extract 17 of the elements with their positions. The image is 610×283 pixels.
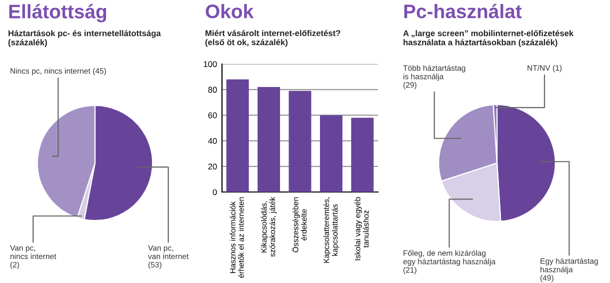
bar [226, 79, 249, 192]
y-tick-label: 100 [204, 61, 217, 68]
y-tick-label: 0 [212, 189, 217, 196]
chart-title: Ellátottság [9, 4, 106, 22]
y-tick-label: 20 [208, 164, 217, 170]
chart-title: Pc-használat [404, 4, 522, 18]
bar [320, 115, 342, 192]
chart-subtitle: Miért vásárolt internet-előfizetést? (első öt ok, százalék) [205, 30, 340, 47]
chart-subtitle: A „large screen” mobilinternet-előfizetések használata a háztartásokban (százalék) [403, 30, 574, 47]
chart-subtitle: Háztartások pc- és internetellátottsága (százalék) [8, 30, 161, 47]
y-tick-label: 40 [208, 138, 217, 144]
chart-title: Okok [206, 4, 254, 18]
bar [258, 87, 280, 192]
bar [351, 118, 374, 192]
y-tick-label: 60 [208, 112, 217, 118]
bar [288, 90, 312, 192]
y-tick-label: 80 [208, 86, 217, 93]
